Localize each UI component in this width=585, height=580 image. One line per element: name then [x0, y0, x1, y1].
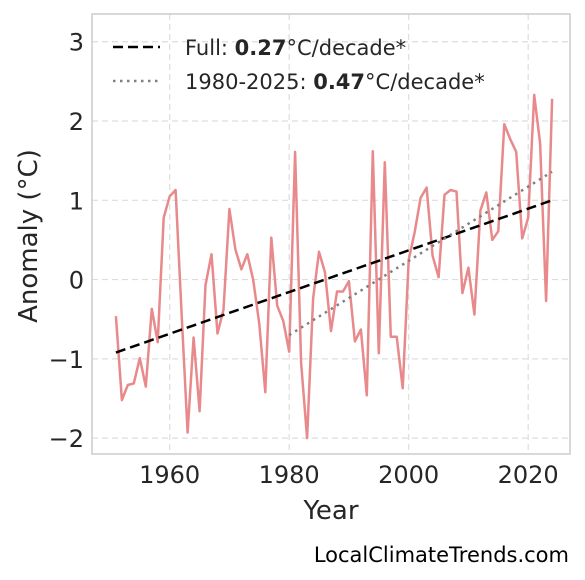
site-credit: LocalClimateTrends.com — [314, 543, 569, 567]
x-tick-label: 2000 — [378, 461, 439, 489]
x-axis-ticks: 1960 1980 2000 2020 — [139, 461, 559, 489]
legend-recent-prefix: 1980-2025: — [185, 70, 313, 94]
x-tick-label: 1980 — [259, 461, 320, 489]
x-axis-label: Year — [302, 496, 358, 526]
legend-recent-rate: 0.47 — [313, 70, 365, 94]
y-tick-label: 3 — [69, 29, 84, 57]
y-tick-label: −2 — [49, 425, 84, 453]
x-tick-label: 1960 — [139, 461, 200, 489]
plot-frame — [91, 13, 571, 455]
y-axis-label: Anomaly (°C) — [14, 149, 44, 323]
y-axis-ticks: −2 −1 0 1 2 3 — [49, 29, 84, 453]
y-tick-label: 1 — [69, 187, 84, 215]
y-tick-label: 0 — [69, 267, 84, 295]
anomaly-series — [114, 93, 554, 440]
anomaly-line — [114, 93, 554, 440]
legend-full-suffix: °C/decade* — [287, 36, 407, 60]
legend-entry-recent-trend: 1980-2025: 0.47°C/decade* — [185, 70, 485, 94]
legend: Full: 0.27°C/decade* 1980-2025: 0.47°C/d… — [113, 36, 485, 94]
recent-trend-line — [288, 170, 553, 337]
full-trend-line — [115, 199, 553, 354]
legend-full-prefix: Full: — [185, 36, 235, 60]
legend-entry-full-trend: Full: 0.27°C/decade* — [185, 36, 406, 60]
grid — [92, 14, 570, 454]
legend-full-rate: 0.27 — [235, 36, 287, 60]
y-tick-label: 2 — [69, 108, 84, 136]
x-tick-label: 2020 — [498, 461, 559, 489]
y-tick-label: −1 — [49, 346, 84, 374]
trend-lines — [115, 170, 553, 354]
legend-recent-suffix: °C/decade* — [365, 70, 485, 94]
